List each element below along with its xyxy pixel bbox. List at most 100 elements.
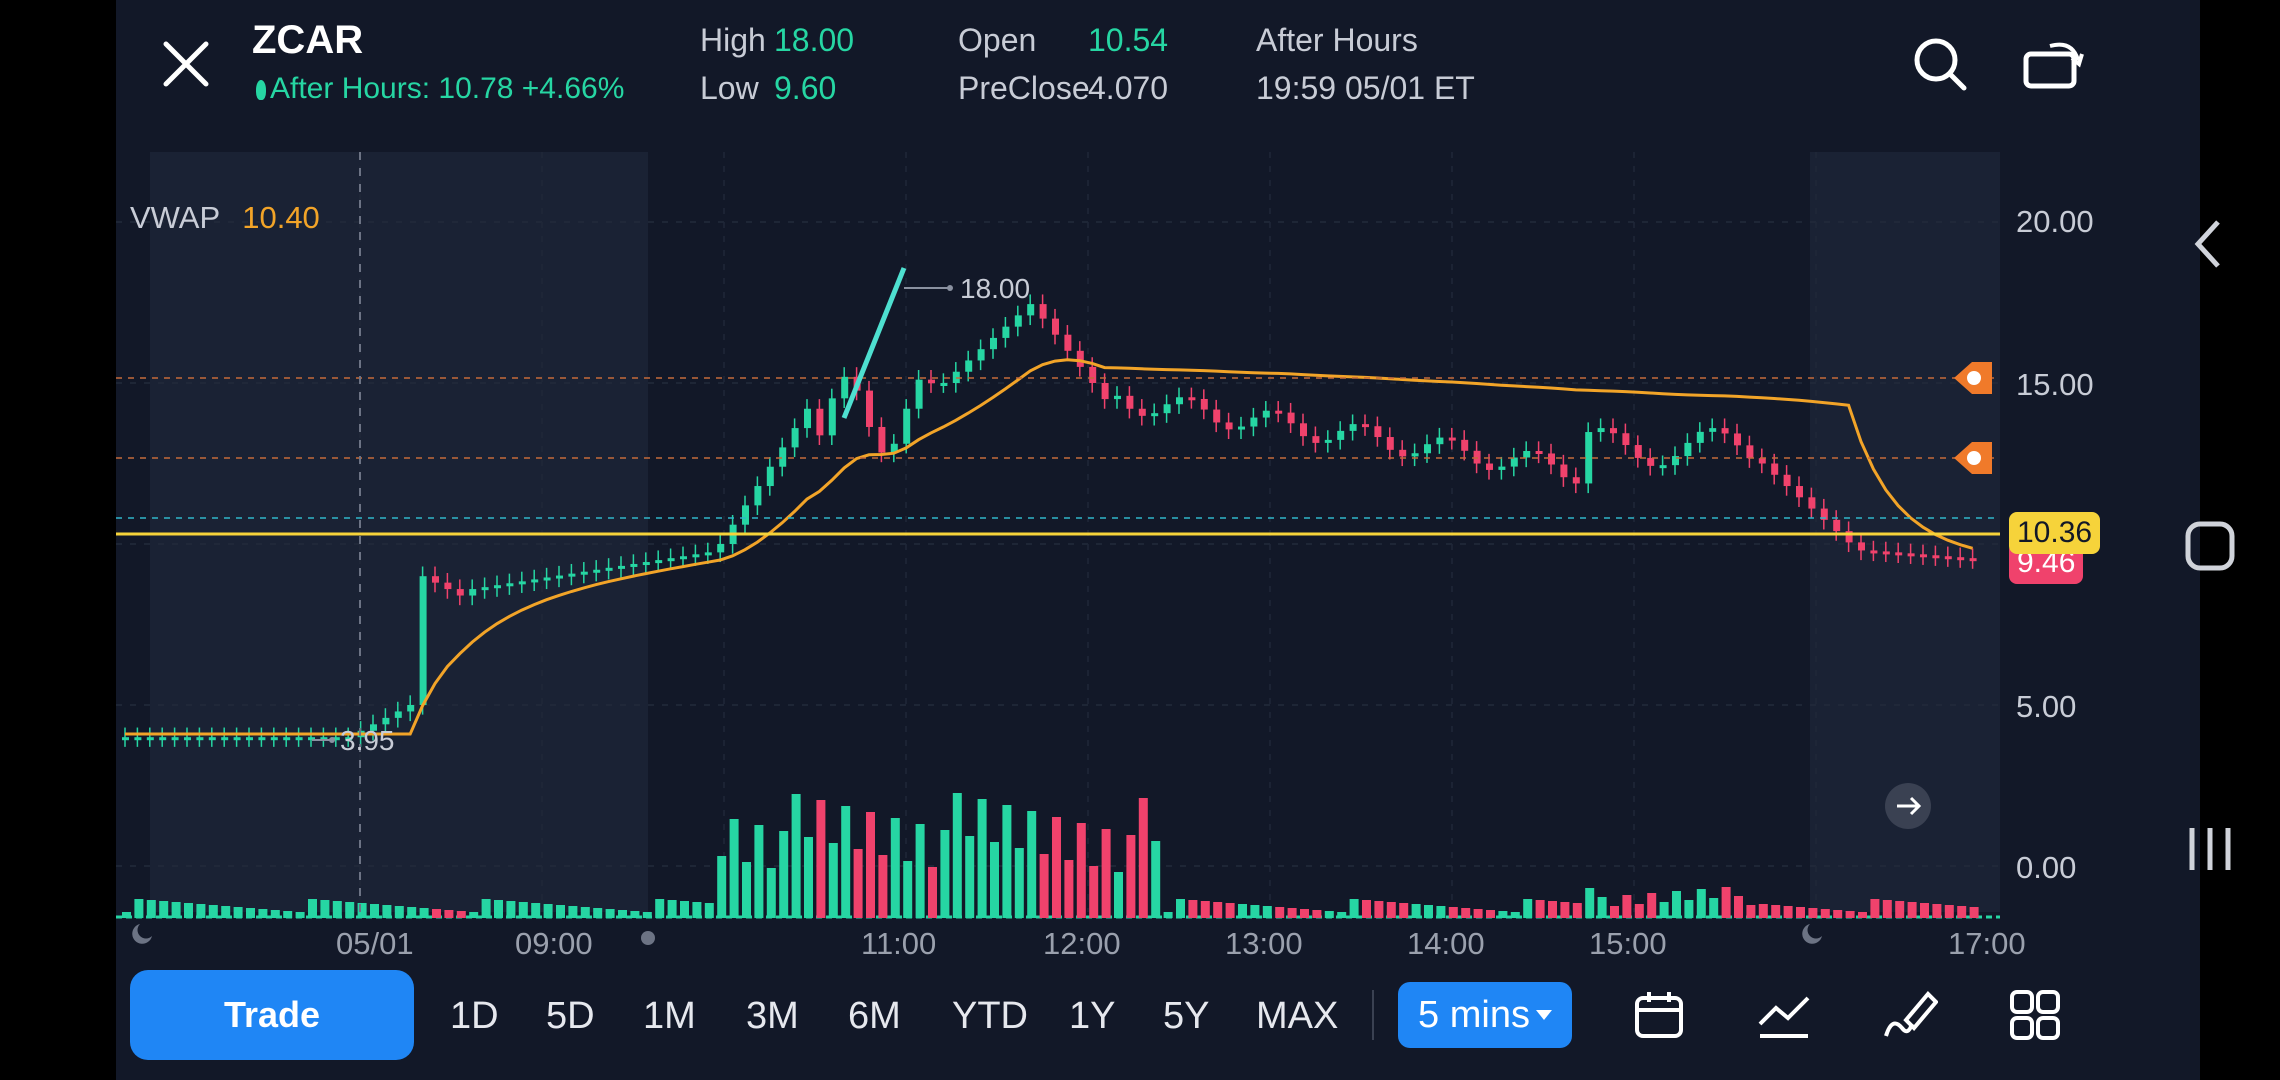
volume-bar bbox=[481, 899, 491, 918]
candle-body bbox=[890, 443, 898, 453]
timeframe-max[interactable]: MAX bbox=[1256, 995, 1339, 1037]
volume-bar bbox=[1585, 888, 1595, 918]
draw-icon[interactable] bbox=[1882, 986, 1938, 1042]
calendar-icon[interactable] bbox=[1632, 988, 1686, 1042]
candle-body bbox=[915, 379, 923, 409]
candle-body bbox=[1002, 326, 1010, 338]
candle-body bbox=[1895, 552, 1903, 556]
volume-bar bbox=[1064, 860, 1074, 918]
candle-body bbox=[481, 587, 489, 591]
volume-bar bbox=[890, 818, 900, 918]
candle-body bbox=[1027, 304, 1035, 316]
toolbar-divider bbox=[1372, 990, 1374, 1040]
pre-market-shade bbox=[150, 152, 648, 912]
alert-bell-icon[interactable] bbox=[1954, 442, 1992, 474]
timeframe-ytd[interactable]: YTD bbox=[952, 995, 1028, 1037]
vwap-indicator[interactable]: VWAP 10.40 bbox=[130, 200, 320, 236]
volume-bar bbox=[1907, 902, 1917, 918]
volume-bar bbox=[1845, 911, 1855, 918]
volume-bar bbox=[1820, 909, 1830, 918]
timeframe-5d[interactable]: 5D bbox=[546, 995, 595, 1037]
candle-body bbox=[382, 717, 390, 725]
volume-bar bbox=[853, 849, 863, 918]
scroll-latest-button[interactable] bbox=[1885, 783, 1931, 829]
volume-bar bbox=[1473, 909, 1483, 918]
home-nav-icon[interactable] bbox=[2184, 520, 2236, 577]
recents-nav-icon[interactable] bbox=[2186, 824, 2234, 879]
candle-body bbox=[444, 582, 452, 590]
candle-body bbox=[1461, 439, 1469, 451]
close-icon[interactable] bbox=[162, 40, 210, 88]
candle-body bbox=[1858, 542, 1865, 551]
candle-body bbox=[407, 705, 415, 712]
low-value: 9.60 bbox=[774, 70, 837, 106]
timeframe-6m[interactable]: 6M bbox=[848, 995, 901, 1037]
candle-body bbox=[1634, 445, 1642, 458]
timeframe-3m[interactable]: 3M bbox=[746, 995, 799, 1037]
volume-bar bbox=[407, 907, 417, 918]
volume-bar bbox=[1089, 866, 1099, 918]
volume-bar bbox=[171, 902, 181, 918]
timeframe-1d[interactable]: 1D bbox=[450, 995, 499, 1037]
candle-body bbox=[419, 576, 427, 705]
candle-body bbox=[1783, 474, 1791, 487]
trend-line-drawing[interactable] bbox=[841, 267, 907, 419]
candle-body bbox=[1374, 426, 1382, 438]
candle-body bbox=[1052, 318, 1059, 335]
volume-bar bbox=[1362, 900, 1371, 918]
volume-bar bbox=[1448, 907, 1458, 918]
volume-bar bbox=[332, 901, 342, 918]
candle-body bbox=[1684, 442, 1692, 457]
candle-body bbox=[1572, 477, 1580, 484]
candle-body bbox=[580, 571, 588, 575]
after-hours-quote: After Hours: 10.78 +4.66% bbox=[256, 72, 624, 106]
timeframe-1y[interactable]: 1Y bbox=[1069, 995, 1116, 1037]
candle-body bbox=[1758, 458, 1766, 464]
price-chart[interactable]: 18.00 3.95 20.00 15.00 5.00 0.00 05/01 0… bbox=[116, 0, 2200, 960]
candle-body bbox=[1163, 404, 1171, 414]
candle-body bbox=[779, 447, 787, 467]
volume-bar bbox=[469, 912, 479, 918]
candle-body bbox=[146, 737, 154, 741]
volume-bar bbox=[1101, 829, 1111, 918]
search-icon[interactable] bbox=[1912, 36, 1968, 92]
moon-icon bbox=[1802, 924, 1822, 944]
indicator-icon[interactable] bbox=[1756, 988, 1812, 1042]
volume-bar bbox=[295, 912, 305, 918]
volume-bar bbox=[605, 909, 615, 918]
volume-bar bbox=[1424, 905, 1433, 918]
candle-body bbox=[1411, 453, 1419, 457]
candle-body bbox=[704, 552, 712, 556]
candle-body bbox=[1932, 555, 1940, 559]
candle-body bbox=[655, 560, 663, 564]
grid-icon[interactable] bbox=[2008, 988, 2062, 1042]
timeframe-1m[interactable]: 1M bbox=[643, 995, 696, 1037]
volume-bar bbox=[1833, 910, 1843, 918]
candle-body bbox=[456, 589, 464, 596]
candle-body bbox=[568, 573, 576, 577]
volume-bar bbox=[593, 908, 603, 918]
timeframe-5y[interactable]: 5Y bbox=[1163, 995, 1210, 1037]
volume-bar bbox=[630, 911, 640, 918]
high-value: 18.00 bbox=[774, 22, 855, 58]
volume-bar bbox=[196, 904, 206, 918]
alert-bell-icon[interactable] bbox=[1954, 362, 1992, 394]
trade-button[interactable]: Trade bbox=[130, 970, 414, 1060]
candle-body bbox=[1548, 453, 1555, 465]
volume-bar bbox=[1349, 899, 1359, 918]
candle-body bbox=[171, 737, 179, 741]
candle-body bbox=[270, 737, 278, 741]
rotate-icon[interactable] bbox=[2022, 36, 2084, 92]
interval-selector[interactable]: 5 mins bbox=[1398, 982, 1572, 1048]
back-nav-icon[interactable] bbox=[2190, 218, 2226, 275]
candle-body bbox=[1324, 439, 1332, 443]
candle-body bbox=[1647, 457, 1655, 466]
volume-bar bbox=[779, 831, 789, 918]
candle-body bbox=[1734, 433, 1741, 446]
x-tick-label: 17:00 bbox=[1948, 926, 2026, 960]
candle-body bbox=[233, 737, 241, 741]
candle-body bbox=[221, 737, 229, 741]
volume-bar bbox=[432, 909, 441, 918]
candle-body bbox=[506, 583, 514, 587]
volume-bar bbox=[233, 907, 243, 918]
